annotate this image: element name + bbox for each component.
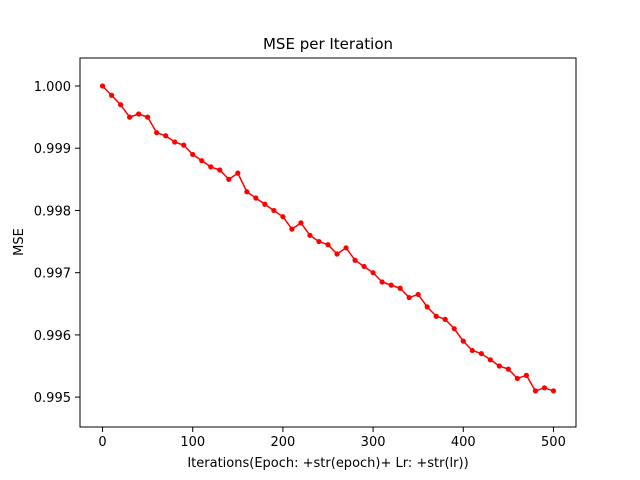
data-point (397, 285, 403, 291)
data-point (505, 366, 511, 372)
data-point (316, 238, 322, 245)
x-tick-label: 0 (98, 435, 106, 450)
data-point (388, 282, 394, 288)
y-tick-label: 0.999 (34, 142, 71, 157)
data-point (217, 167, 223, 173)
data-point (487, 357, 493, 363)
data-point (469, 347, 475, 354)
data-point (424, 304, 430, 310)
data-point (325, 242, 331, 248)
x-axis-ticks: 0 100 200 300 400 500 (98, 427, 566, 450)
data-point (280, 214, 286, 220)
data-point (514, 375, 520, 382)
y-tick-label: 1.000 (34, 80, 71, 95)
data-point (379, 279, 385, 285)
data-point (262, 201, 268, 207)
data-point (532, 388, 539, 394)
y-tick-label: 0.998 (34, 204, 71, 219)
data-point (343, 245, 349, 251)
data-point (208, 164, 214, 170)
data-point (235, 170, 241, 176)
data-point (460, 338, 466, 344)
data-point (352, 257, 358, 263)
data-point (127, 114, 133, 120)
data-point (145, 114, 151, 120)
data-point (496, 363, 502, 369)
data-point (154, 130, 160, 136)
data-point (117, 102, 124, 108)
data-point (541, 385, 548, 391)
x-tick-label: 100 (180, 435, 205, 450)
data-point (199, 158, 205, 164)
data-point (415, 291, 421, 298)
data-point (307, 232, 313, 238)
data-point (108, 92, 115, 98)
y-tick-label: 0.997 (34, 267, 71, 282)
data-point (271, 207, 277, 214)
x-tick-label: 200 (270, 435, 295, 450)
data-point (172, 139, 178, 145)
data-point (361, 263, 367, 270)
x-tick-label: 300 (361, 435, 386, 450)
data-point (289, 226, 295, 232)
data-point (99, 83, 106, 89)
data-point (442, 316, 448, 322)
y-axis-ticks: 0.995 0.996 0.997 0.998 0.999 1.000 (34, 80, 80, 406)
data-point (253, 195, 259, 201)
y-axis-label: MSE (12, 228, 27, 256)
data-point (226, 176, 232, 182)
data-point (370, 270, 376, 276)
data-point (298, 220, 304, 226)
data-point (163, 133, 169, 139)
data-point (136, 111, 142, 117)
y-tick-label: 0.996 (34, 329, 71, 344)
data-point (451, 326, 457, 332)
y-tick-label: 0.995 (34, 391, 71, 406)
data-point (181, 142, 187, 148)
chart-title: MSE per Iteration (263, 35, 393, 53)
data-point (523, 372, 530, 378)
data-point (190, 151, 196, 158)
data-point (433, 313, 439, 319)
data-point (478, 350, 484, 357)
plot-frame (79, 57, 577, 428)
data-point (406, 294, 412, 301)
data-point (244, 189, 250, 195)
series-layer (99, 83, 557, 394)
x-axis-label: Iterations(Epoch: +str(epoch)+ Lr: +str(… (187, 456, 468, 471)
x-tick-label: 500 (541, 435, 566, 450)
data-point (334, 251, 340, 257)
data-point (550, 388, 557, 394)
x-tick-label: 400 (451, 435, 476, 450)
